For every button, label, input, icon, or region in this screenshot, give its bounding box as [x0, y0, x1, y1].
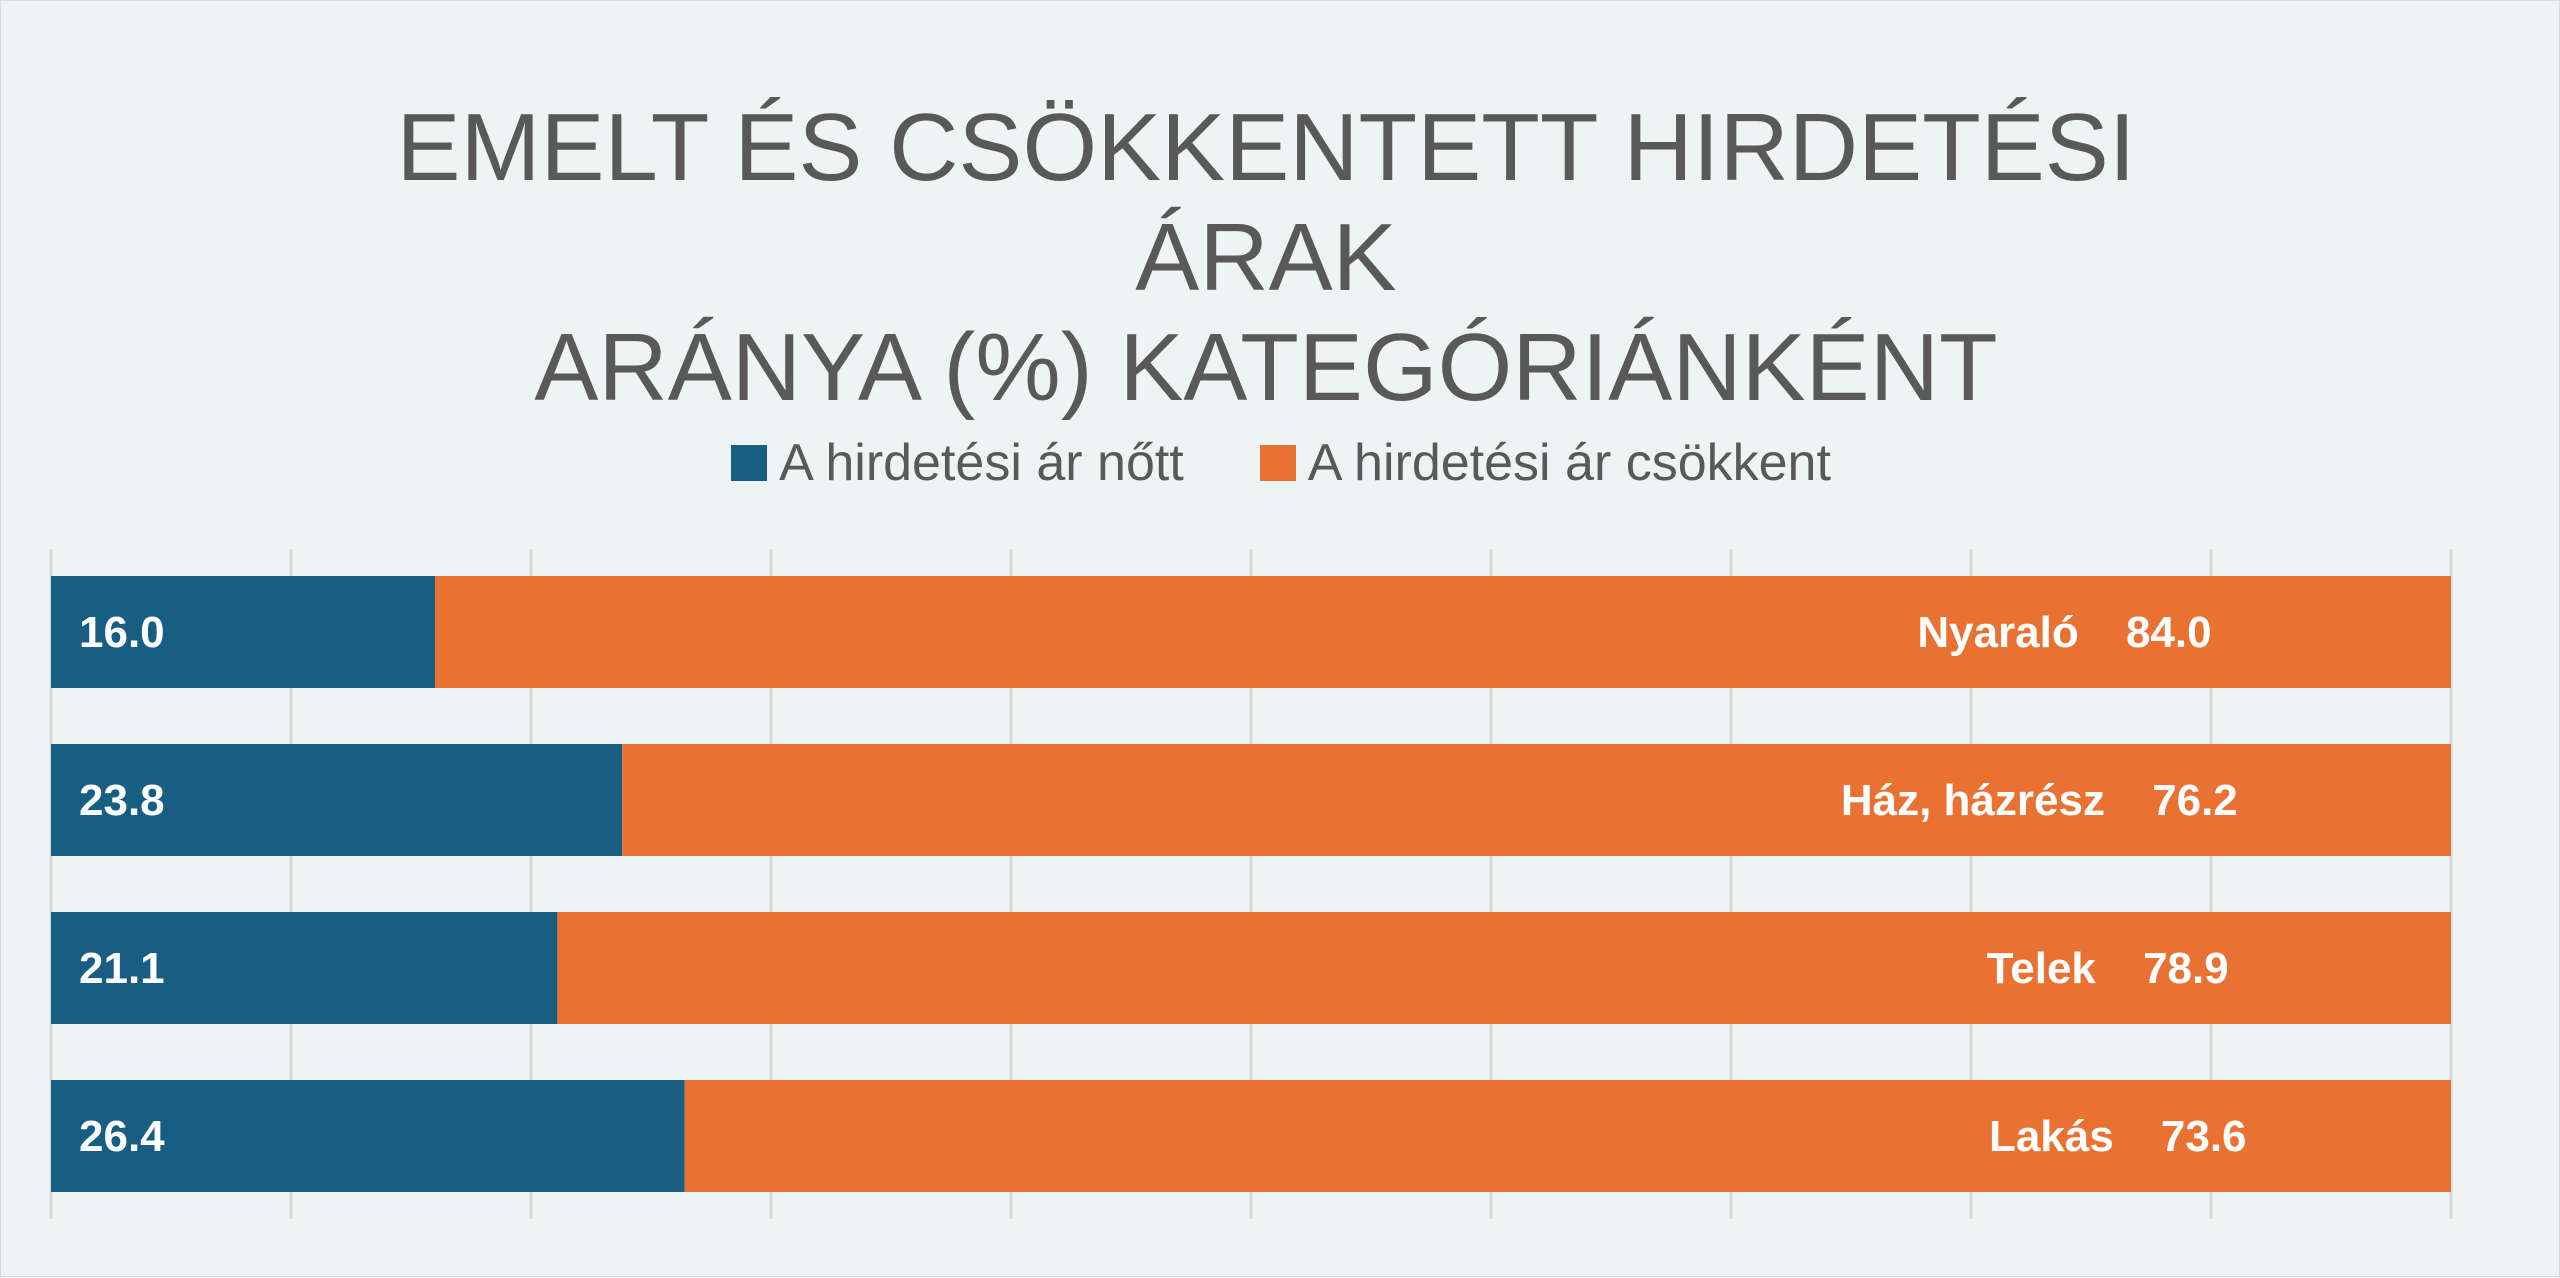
category-label: Telek — [1987, 944, 2097, 993]
bar-increased — [51, 576, 435, 688]
category-label: Ház, házrész — [1841, 776, 2105, 825]
data-label-increased: 21.1 — [79, 944, 165, 993]
bar-decreased — [622, 744, 2452, 856]
legend-swatch-decreased — [1259, 445, 1296, 481]
data-label-decreased: 84.0 — [2126, 608, 2212, 657]
data-label-increased: 23.8 — [79, 776, 165, 825]
legend-item-decreased: A hirdetési ár csökkent — [1259, 433, 1831, 493]
bar-increased — [51, 1080, 685, 1192]
data-label-increased: 16.0 — [79, 608, 165, 657]
legend-label-decreased: A hirdetési ár csökkent — [1307, 434, 1831, 492]
chart-title-line-1: EMELT ÉS CSÖKKENTETT HIRDETÉSI ÁRAK — [396, 94, 2136, 311]
bar-decreased — [435, 576, 2451, 688]
data-label-decreased: 78.9 — [2143, 944, 2229, 993]
category-label: Nyaraló — [1917, 608, 2078, 657]
bar-decreased — [684, 1080, 2451, 1192]
bar-increased — [51, 912, 558, 1024]
legend-swatch-increased — [731, 445, 768, 481]
data-label-decreased: 73.6 — [2161, 1112, 2247, 1161]
chart-title: EMELT ÉS CSÖKKENTETT HIRDETÉSI ÁRAK ARÁN… — [301, 93, 2231, 423]
category-label: Lakás — [1989, 1112, 2114, 1161]
data-label-increased: 26.4 — [79, 1112, 165, 1161]
bar-decreased — [557, 912, 2451, 1024]
legend-item-increased: A hirdetési ár nőtt — [731, 433, 1184, 493]
data-label-decreased: 76.2 — [2152, 776, 2238, 825]
legend-label-increased: A hirdetési ár nőtt — [779, 434, 1184, 492]
chart-title-line-2: ARÁNYA (%) KATEGÓRIÁNKÉNT — [534, 314, 1998, 421]
chart-legend: A hirdetési ár nőtt A hirdetési ár csökk… — [1, 433, 2560, 493]
bar-increased — [51, 744, 623, 856]
